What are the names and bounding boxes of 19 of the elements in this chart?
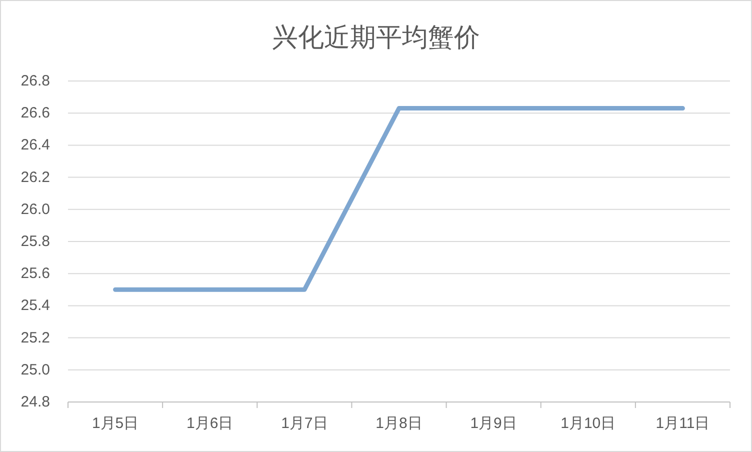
x-tick-label: 1月8日 — [376, 415, 422, 432]
y-tick-label: 26.4 — [20, 136, 50, 154]
y-tick-label: 26.8 — [20, 72, 50, 90]
x-tick-label: 1月9日 — [470, 415, 517, 432]
y-tick-label: 25.2 — [20, 329, 50, 346]
y-tick-label: 25.4 — [20, 297, 50, 314]
x-tick-label: 1月11日 — [656, 415, 710, 432]
y-tick-label: 25.0 — [20, 361, 50, 378]
y-tick-label: 25.6 — [20, 265, 50, 282]
chart-title: 兴化近期平均蟹价 — [272, 22, 480, 52]
y-tick-label: 26.0 — [20, 200, 50, 218]
x-tick-label: 1月10日 — [560, 415, 616, 432]
x-tick-label: 1月6日 — [186, 415, 234, 432]
y-tick-label: 24.8 — [20, 394, 50, 410]
y-tick-label: 26.2 — [20, 168, 50, 186]
x-tick-label: 1月7日 — [281, 415, 328, 432]
y-tick-label: 26.6 — [20, 104, 50, 122]
y-tick-label: 25.8 — [20, 233, 50, 250]
x-tick-label: 1月5日 — [92, 415, 139, 432]
